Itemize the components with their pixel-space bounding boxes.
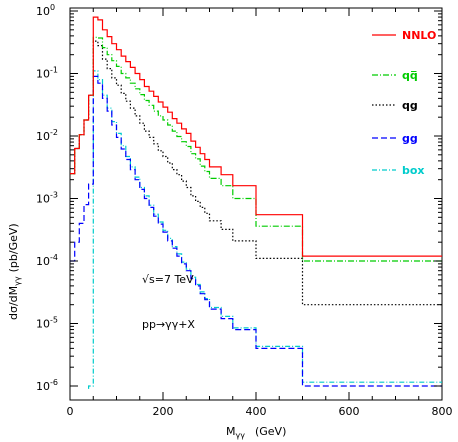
y-tick-label: 10-1 — [36, 66, 58, 81]
y-axis-label-main: dσ/dM — [7, 286, 20, 320]
annotation-process: pp→γγ+X — [142, 318, 195, 331]
y-tick-label-exp: -1 — [50, 66, 58, 75]
y-axis-label-sub: γγ — [13, 276, 22, 286]
y-tick-label-exp: 0 — [50, 3, 55, 12]
y-tick-label-base: 10 — [36, 255, 50, 268]
x-tick-label: 200 — [153, 405, 174, 418]
y-tick-label: 10-2 — [36, 128, 58, 143]
y-axis-label: dσ/dMγγ (pb/GeV) — [7, 223, 22, 320]
y-tick-label: 10-6 — [36, 378, 58, 393]
y-tick-label: 10-3 — [36, 191, 58, 206]
y-tick-label: 100 — [36, 3, 55, 18]
x-tick-label: 400 — [246, 405, 267, 418]
annotation-energy: √s=7 TeV — [142, 273, 194, 286]
legend-label-qqbar: qq̅ — [402, 69, 418, 82]
y-tick-label-exp: -6 — [50, 378, 58, 387]
series-line-gg — [70, 75, 442, 387]
legend-label-qg: qg — [402, 99, 418, 112]
y-axis-label-unit: (pb/GeV) — [7, 223, 20, 272]
y-tick-label: 10-4 — [36, 253, 58, 268]
x-axis-label-main: M — [226, 425, 236, 438]
series-line-box — [88, 70, 442, 389]
y-tick-label-exp: -4 — [50, 253, 58, 262]
legend-label-nnlo: NNLO — [402, 29, 436, 42]
y-tick-label-base: 10 — [36, 130, 50, 143]
y-tick-label-base: 10 — [36, 318, 50, 331]
y-tick-label-exp: -5 — [50, 316, 58, 325]
y-tick-label: 10-5 — [36, 316, 58, 331]
x-tick-label: 600 — [339, 405, 360, 418]
y-tick-label-base: 10 — [36, 68, 50, 81]
x-axis-label: Mγγ (GeV) — [226, 425, 286, 440]
y-tick-label-base: 10 — [36, 5, 50, 18]
x-tick-label: 800 — [432, 405, 453, 418]
legend-label-box: box — [402, 164, 425, 177]
y-tick-label-base: 10 — [36, 380, 50, 393]
x-axis-label-unit: (GeV) — [255, 425, 286, 438]
series-line-qg — [70, 40, 442, 306]
y-tick-label-base: 10 — [36, 193, 50, 206]
x-axis-label-sub: γγ — [236, 431, 246, 440]
legend-label-gg: gg — [402, 132, 418, 145]
y-tick-label-exp: -3 — [50, 191, 58, 200]
x-tick-label: 0 — [67, 405, 74, 418]
y-tick-label-exp: -2 — [50, 128, 58, 137]
series-line-nnlo — [70, 16, 442, 257]
